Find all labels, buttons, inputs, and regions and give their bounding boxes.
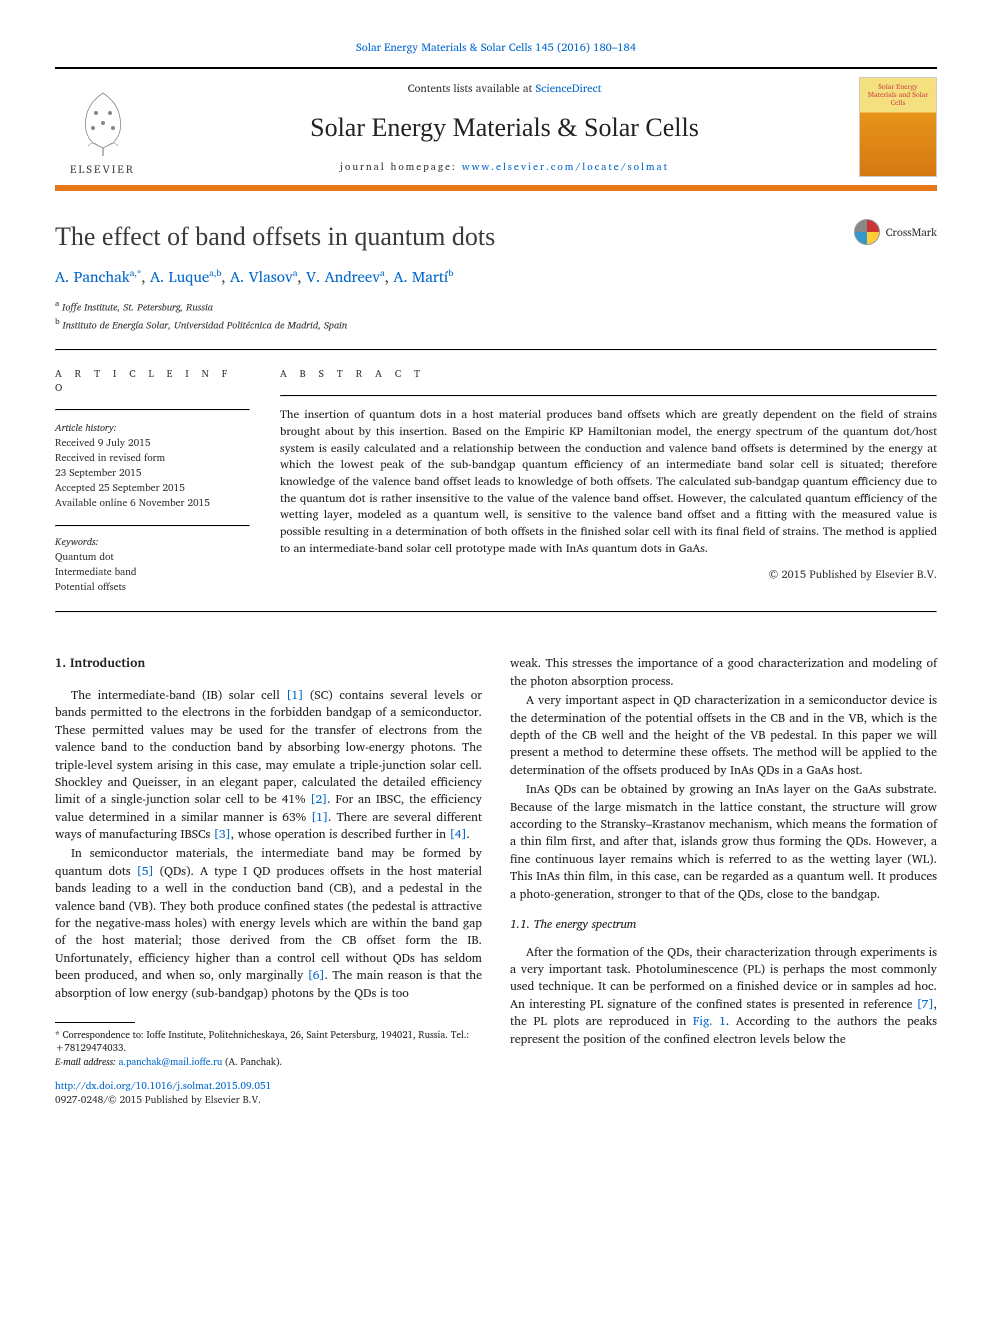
paragraph-5: InAs QDs can be obtained by growing an I… — [510, 781, 937, 903]
fig-1-link[interactable]: Fig. 1 — [693, 1012, 726, 1031]
email-note: E-mail address: a.panchak@mail.ioffe.ru … — [55, 1056, 482, 1069]
ref-2[interactable]: [2] — [310, 790, 327, 809]
author-link[interactable]: A. Martí — [393, 264, 448, 289]
keyword: Quantum dot — [55, 550, 250, 565]
author-link[interactable]: A. Panchak — [55, 264, 130, 289]
ref-3[interactable]: [3] — [214, 825, 231, 844]
revised-date2: 23 September 2015 — [55, 466, 250, 481]
crossmark-icon — [854, 219, 880, 245]
homepage-link[interactable]: www.elsevier.com/locate/solmat — [462, 159, 669, 175]
received-date: Received 9 July 2015 — [55, 436, 250, 451]
info-heading: A R T I C L E I N F O — [55, 367, 250, 395]
elsevier-text: ELSEVIER — [70, 162, 135, 177]
contents-line: Contents lists available at ScienceDirec… — [150, 81, 859, 96]
header-citation: Solar Energy Materials & Solar Cells 145… — [55, 40, 937, 55]
journal-banner: ELSEVIER Contents lists available at Sci… — [55, 67, 937, 191]
abstract-text: The insertion of quantum dots in a host … — [280, 407, 937, 557]
ref-1b[interactable]: [1] — [311, 808, 328, 827]
ref-1[interactable]: [1] — [286, 686, 303, 705]
citation-link[interactable]: Solar Energy Materials & Solar Cells 145… — [356, 38, 636, 56]
cover-title: Solar Energy Materials and Solar Cells — [864, 84, 932, 107]
article-title: The effect of band offsets in quantum do… — [55, 219, 495, 255]
author-link[interactable]: V. Andreev — [306, 264, 380, 289]
revised-date: Received in revised form — [55, 451, 250, 466]
keywords-label: Keywords: — [55, 535, 250, 550]
doi-block: http://dx.doi.org/10.1016/j.solmat.2015.… — [55, 1079, 482, 1107]
author-link[interactable]: A. Vlasov — [230, 264, 293, 289]
crossmark-badge[interactable]: CrossMark — [854, 219, 937, 245]
sciencedirect-link[interactable]: ScienceDirect — [536, 79, 602, 97]
copyright: © 2015 Published by Elsevier B.V. — [280, 567, 937, 582]
issn-line: 0927-0248/© 2015 Published by Elsevier B… — [55, 1092, 261, 1108]
elsevier-tree-icon — [68, 88, 138, 158]
subsection-1-1-heading: 1.1. The energy spectrum — [510, 917, 937, 934]
affiliations: a Ioffe Institute, St. Petersburg, Russi… — [55, 297, 937, 334]
correspondence-note: * Correspondence to: Ioffe Institute, Po… — [55, 1029, 482, 1056]
email-link[interactable]: a.panchak@mail.ioffe.ru — [119, 1055, 223, 1070]
abstract-heading: A B S T R A C T — [280, 367, 937, 381]
paragraph-3: weak. This stresses the importance of a … — [510, 655, 937, 690]
journal-name: Solar Energy Materials & Solar Cells — [150, 110, 859, 146]
crossmark-label: CrossMark — [886, 225, 937, 240]
paragraph-1: The intermediate-band (IB) solar cell [1… — [55, 687, 482, 844]
left-column: 1. Introduction The intermediate-band (I… — [55, 655, 482, 1106]
article-info: A R T I C L E I N F O Article history: R… — [55, 367, 250, 595]
accepted-date: Accepted 25 September 2015 — [55, 481, 250, 496]
keyword: Potential offsets — [55, 580, 250, 595]
right-column: weak. This stresses the importance of a … — [510, 655, 937, 1106]
section-1-heading: 1. Introduction — [55, 655, 482, 673]
journal-cover[interactable]: Solar Energy Materials and Solar Cells — [859, 77, 937, 177]
elsevier-logo[interactable]: ELSEVIER — [55, 77, 150, 177]
ref-5[interactable]: [5] — [137, 862, 154, 881]
history-label: Article history: — [55, 421, 250, 436]
paragraph-4: A very important aspect in QD characteri… — [510, 692, 937, 779]
keyword: Intermediate band — [55, 565, 250, 580]
footnotes: * Correspondence to: Ioffe Institute, Po… — [55, 1029, 482, 1069]
paragraph-2: In semiconductor materials, the intermed… — [55, 845, 482, 1002]
abstract: A B S T R A C T The insertion of quantum… — [280, 367, 937, 595]
ref-7[interactable]: [7] — [917, 995, 934, 1014]
paragraph-6: After the formation of the QDs, their ch… — [510, 944, 937, 1048]
online-date: Available online 6 November 2015 — [55, 496, 250, 511]
journal-homepage: journal homepage: www.elsevier.com/locat… — [150, 160, 859, 174]
author-link[interactable]: A. Luque — [150, 264, 209, 289]
ref-6[interactable]: [6] — [308, 966, 325, 985]
ref-4[interactable]: [4] — [450, 825, 467, 844]
authors-list: A. Panchaka,*, A. Luquea,b, A. Vlasova, … — [55, 266, 937, 287]
